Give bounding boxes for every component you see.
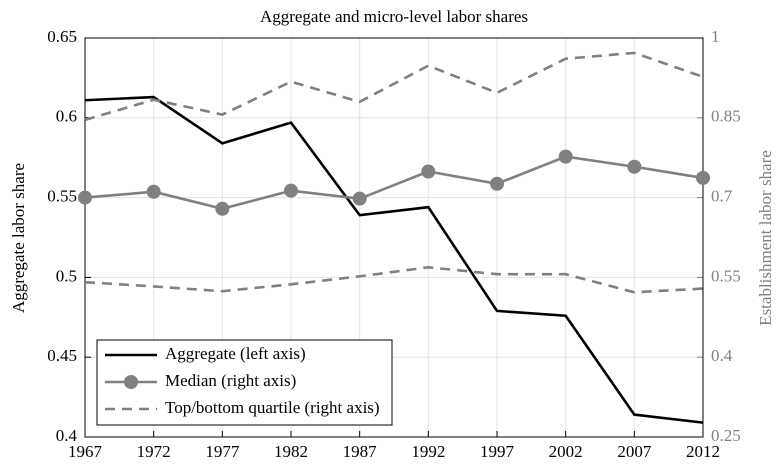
x-tick-label: 1987 [343,442,378,461]
y2-axis-label: Establishment labor share [756,150,775,326]
x-tick-label: 1972 [137,442,171,461]
y2-tick-label: 1 [711,27,720,46]
plot-frame [84,37,704,438]
marker [146,184,161,199]
y2-tick-label: 0.85 [711,107,741,126]
x-tick-label: 1982 [274,442,308,461]
legend-label: Median (right axis) [165,371,296,390]
marker [490,176,504,191]
y2-tick-label: 0.4 [711,346,733,365]
x-tick-label: 1977 [205,442,240,461]
y-tick-label: 0.4 [56,426,78,445]
y2-tick-label: 0.55 [711,266,741,285]
line [84,155,704,211]
legend-label: Top/bottom quartile (right axis) [165,398,380,417]
x-tick-label: 1997 [480,442,515,461]
x-tick-label: 2007 [617,442,652,461]
line [84,265,704,294]
marker [284,183,298,198]
x-tick-label: 2002 [549,442,583,461]
y2-tick-label: 0.7 [711,187,733,206]
x-tick-label: 1992 [411,442,445,461]
y-tick-label: 0.6 [56,107,77,126]
marker [696,170,710,185]
chart-title: Aggregate and micro-level labor shares [260,7,528,26]
y-axis-label: Aggregate labor share [9,163,28,313]
legend-marker [124,375,138,389]
y-tick-label: 0.5 [56,266,77,285]
marker [421,164,436,179]
legend-label: Aggregate (left axis) [165,344,306,363]
marker [215,201,230,216]
line [84,51,704,122]
marker [627,159,642,174]
y2-tick-label: 0.25 [711,426,741,445]
line [84,95,704,424]
x-tick-label: 1967 [68,442,103,461]
y-tick-label: 0.45 [47,346,77,365]
marker [352,191,367,206]
x-tick-label: 2012 [686,442,720,461]
marker [78,190,92,205]
y-tick-label: 0.65 [47,27,77,46]
marker [558,149,573,164]
y-tick-label: 0.55 [47,187,77,206]
